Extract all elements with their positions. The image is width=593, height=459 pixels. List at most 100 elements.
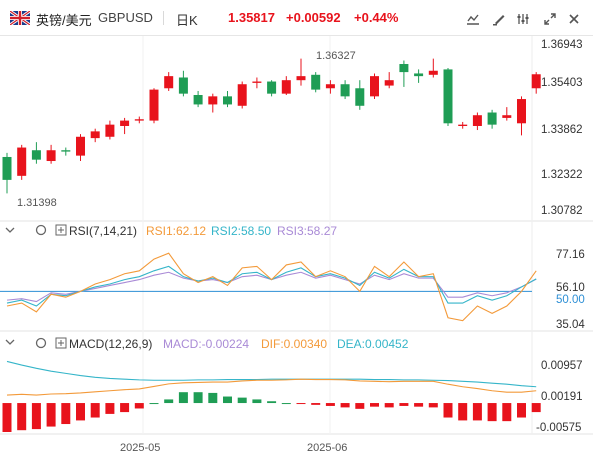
macd-histogram-bar xyxy=(428,403,438,408)
macd-histogram-bar xyxy=(105,403,115,414)
macd-histogram-bar xyxy=(281,403,291,405)
candle-body xyxy=(443,69,453,124)
rsi-tick-3: 50.00 xyxy=(556,294,585,306)
macd-histogram-bar xyxy=(487,403,497,422)
plus-lines xyxy=(58,227,64,233)
candle-body xyxy=(237,84,247,106)
candle-body xyxy=(61,150,71,152)
candle-body xyxy=(164,76,174,89)
macd-histogram-bar xyxy=(252,399,262,404)
expand-icon xyxy=(544,13,556,25)
candle-body xyxy=(472,115,482,126)
macd-layer xyxy=(2,360,541,432)
candle-body xyxy=(428,70,438,75)
rsi2-value: RSI2:58.50 xyxy=(211,224,271,238)
draw-tool-button[interactable] xyxy=(490,10,508,28)
rsi-tick-1: 77.16 xyxy=(556,249,585,261)
price-tick-1: 1.36943 xyxy=(541,39,583,51)
rsi-add-button[interactable] xyxy=(55,224,67,236)
plus-box-icon xyxy=(55,337,67,349)
price-change-pct: +0.44% xyxy=(354,10,399,25)
candle-body xyxy=(105,124,115,137)
dea-value: DEA:0.00452 xyxy=(337,337,409,351)
chevron-down-icon xyxy=(5,227,15,233)
chart-type-icon xyxy=(467,14,479,25)
candle-body xyxy=(517,99,526,124)
macd-histogram-bar xyxy=(193,392,203,404)
macd-histogram-bar xyxy=(149,403,159,405)
header-divider xyxy=(163,11,164,25)
candle-body xyxy=(355,88,365,106)
candle-body xyxy=(370,76,379,97)
timeframe-selector[interactable]: 日K xyxy=(176,13,198,28)
price-tick-4: 1.32322 xyxy=(541,169,583,181)
macd-histogram-bar xyxy=(134,403,144,409)
candle-body xyxy=(414,73,424,77)
macd-histogram-bar xyxy=(311,403,321,405)
rsi-tick-2: 56.10 xyxy=(556,282,585,294)
high-price-label: 1.36327 xyxy=(316,50,356,62)
macd-tick-3: -0.00575 xyxy=(536,422,581,434)
candle-body xyxy=(120,120,130,126)
macd-value: MACD:-0.00224 xyxy=(163,337,249,351)
rsi-title: RSI(7,14,21) xyxy=(69,224,137,238)
candle-body xyxy=(2,156,12,180)
macd-tick-1: 0.00957 xyxy=(541,360,583,372)
macd-histogram-bar xyxy=(458,403,468,421)
candle-body xyxy=(31,150,41,160)
candle-body xyxy=(267,81,277,94)
candle-body xyxy=(90,131,100,139)
macd-histogram-bar xyxy=(443,403,453,418)
candle-body xyxy=(399,64,409,73)
candle-body xyxy=(384,80,394,86)
price-tick-3: 1.33862 xyxy=(541,124,583,136)
price-tick-5: 1.30782 xyxy=(541,205,583,217)
macd-histogram-bar xyxy=(90,403,100,418)
rsi-tick-4: 35.04 xyxy=(556,319,585,331)
candle-body xyxy=(149,89,159,121)
rsi3-line xyxy=(6,271,537,303)
candle-body xyxy=(134,119,144,121)
macd-histogram-bar xyxy=(17,403,27,431)
x-label-june: 2025-06 xyxy=(307,442,347,454)
candle-body xyxy=(281,80,291,94)
symbol-name: 英镑/美元 xyxy=(36,13,92,28)
macd-add-button[interactable] xyxy=(55,337,67,349)
candle-body xyxy=(193,95,203,105)
dea-line xyxy=(6,360,537,388)
candle-body xyxy=(458,124,468,126)
macd-histogram-bar xyxy=(208,392,218,404)
macd-histogram-bar xyxy=(2,403,12,432)
chart-type-button[interactable] xyxy=(464,10,482,28)
chevron-down-icon xyxy=(5,339,15,345)
macd-histogram-bar xyxy=(370,403,379,407)
rsi1-line xyxy=(6,252,537,322)
rsi-toggle-button[interactable] xyxy=(5,227,15,233)
macd-settings-button[interactable] xyxy=(35,337,47,349)
dif-line xyxy=(6,378,537,396)
macd-histogram-bar xyxy=(296,403,306,405)
candle-body xyxy=(296,76,306,81)
symbol-code: GBPUSD xyxy=(98,10,153,25)
settings-button[interactable] xyxy=(514,10,532,28)
macd-histogram-bar xyxy=(340,403,350,408)
rsi-layer xyxy=(0,252,537,322)
macd-histogram-bar xyxy=(384,403,394,408)
macd-toggle-button[interactable] xyxy=(5,339,15,345)
plus-box-icon xyxy=(55,224,67,236)
candle-body xyxy=(325,84,335,89)
macd-histogram-bar xyxy=(472,403,482,421)
macd-histogram-bar xyxy=(531,403,541,413)
macd-histogram-bar xyxy=(325,403,335,406)
macd-histogram-bar xyxy=(46,403,56,427)
close-button[interactable] xyxy=(565,10,583,28)
macd-title: MACD(12,26,9) xyxy=(69,337,152,351)
low-price-label: 1.31398 xyxy=(17,197,57,209)
rsi-settings-button[interactable] xyxy=(35,224,47,236)
macd-histogram-bar xyxy=(517,403,526,418)
macd-histogram-bar xyxy=(76,403,85,421)
macd-histogram-bar xyxy=(31,403,41,430)
expand-button[interactable] xyxy=(541,10,559,28)
macd-histogram-bar xyxy=(164,399,174,404)
